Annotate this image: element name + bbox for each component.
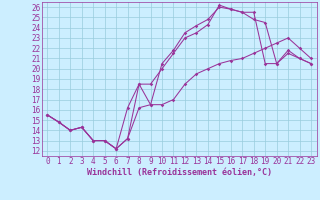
X-axis label: Windchill (Refroidissement éolien,°C): Windchill (Refroidissement éolien,°C) [87,168,272,177]
